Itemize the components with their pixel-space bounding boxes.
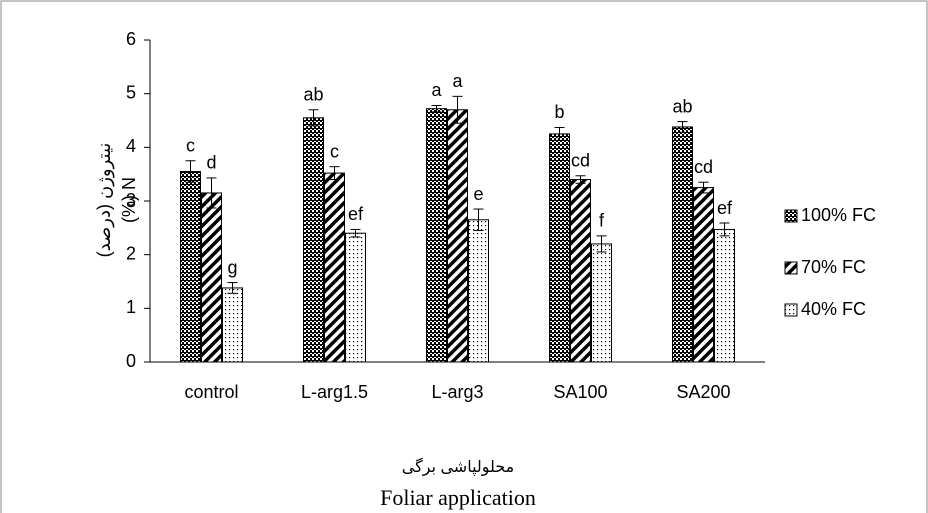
- significance-label: cd: [694, 157, 713, 177]
- bar: [345, 232, 366, 363]
- legend-label: 70% FC: [801, 257, 866, 277]
- legend-swatch: [784, 209, 798, 223]
- significance-label: a: [431, 80, 442, 100]
- significance-label: c: [186, 136, 195, 156]
- y-axis-label: نیتروژن (درصد): [94, 143, 115, 258]
- y-tick-label: 6: [126, 29, 136, 49]
- bar: [426, 108, 447, 363]
- bar: [570, 179, 591, 363]
- bar: [468, 219, 489, 363]
- significance-label: f: [599, 211, 605, 231]
- y-axis-label: (%) N: [119, 177, 139, 223]
- y-tick-label: 1: [126, 297, 136, 317]
- significance-label: b: [554, 102, 564, 122]
- x-tick-label: L-arg3: [431, 382, 483, 402]
- legend-label: 40% FC: [801, 299, 866, 319]
- x-tick-label: L-arg1.5: [301, 382, 368, 402]
- bar: [447, 109, 468, 363]
- y-tick-label: 4: [126, 136, 136, 156]
- bar: [303, 117, 324, 363]
- bar: [672, 126, 693, 363]
- y-tick-label: 0: [126, 351, 136, 371]
- x-tick-label: SA100: [553, 382, 607, 402]
- bar: [201, 192, 222, 363]
- significance-label: ef: [717, 198, 733, 218]
- y-tick-label: 5: [126, 82, 136, 102]
- significance-label: ab: [672, 96, 692, 116]
- significance-label: d: [206, 153, 216, 173]
- bar: [693, 187, 714, 363]
- significance-label: c: [330, 141, 339, 161]
- bar: [591, 243, 612, 363]
- y-tick-label: 2: [126, 243, 136, 263]
- legend-swatch: [784, 303, 798, 317]
- bar: [324, 172, 345, 363]
- bar: [222, 287, 243, 363]
- x-axis-label: Foliar application: [380, 485, 536, 510]
- legend-swatch: [784, 261, 798, 275]
- significance-label: cd: [571, 151, 590, 171]
- significance-label: a: [452, 71, 463, 91]
- bar: [549, 133, 570, 363]
- y-tick-label: 3: [126, 190, 136, 210]
- legend-label: 100% FC: [801, 205, 876, 225]
- bar: [714, 228, 735, 363]
- significance-label: g: [227, 257, 237, 277]
- bar: [180, 170, 201, 363]
- x-axis-label: محلولپاشی برگی: [402, 457, 514, 477]
- significance-label: ab: [303, 85, 323, 105]
- significance-label: e: [473, 184, 483, 204]
- x-tick-label: SA200: [676, 382, 730, 402]
- significance-label: ef: [348, 204, 364, 224]
- x-tick-label: control: [184, 382, 238, 402]
